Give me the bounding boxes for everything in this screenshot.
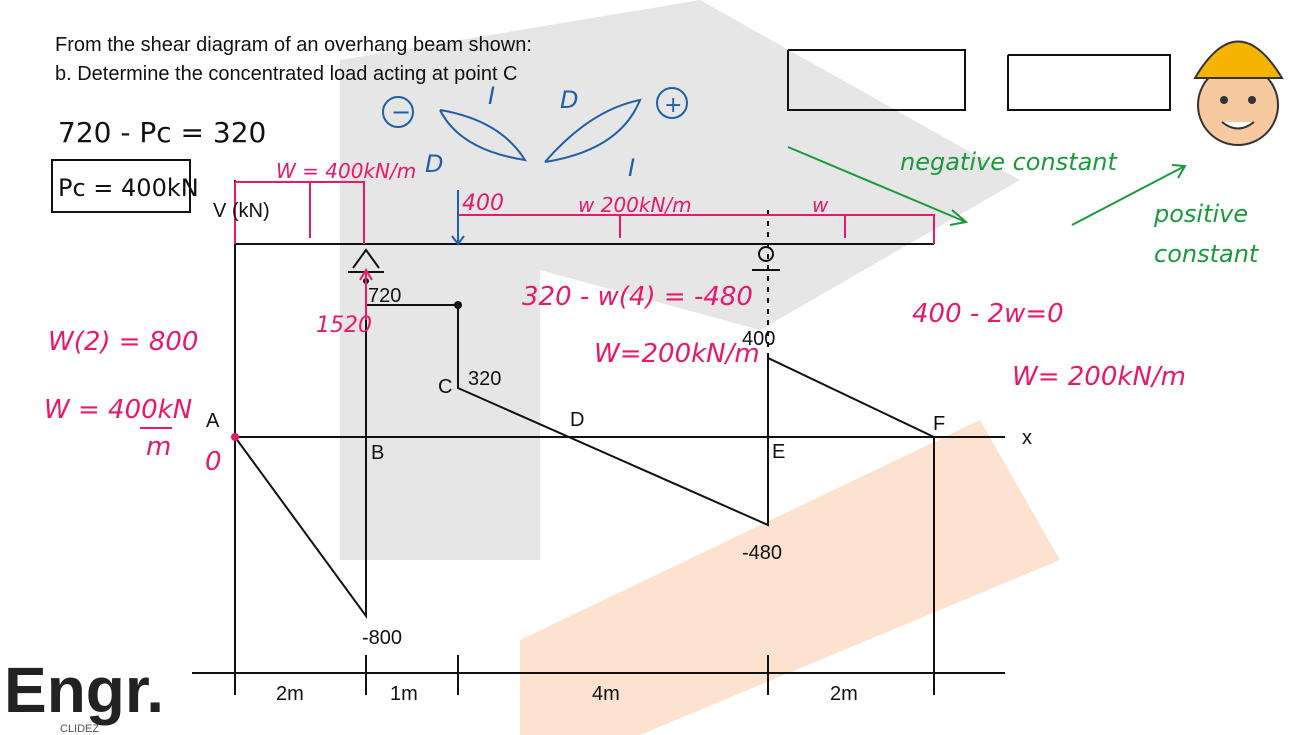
span-label: 4m [592,683,620,705]
axis-label: V (kN) [213,200,270,222]
value-label: -800 [362,627,402,649]
sketch [382,87,688,246]
watermark-accent [520,420,1060,735]
note: I [628,154,635,182]
note: W = 400kN [44,395,192,425]
span-label: 2m [276,683,304,705]
note: 1520 [316,313,372,338]
value-label: 720 [368,285,401,307]
arrows [787,146,1187,226]
value-label: 400 [742,328,775,350]
note: positive [1153,200,1248,228]
note: 400 - 2w=0 [912,299,1064,329]
value-label: -480 [742,542,782,564]
note: constant [1154,240,1260,268]
note: 0 [205,447,222,477]
note: − [391,98,411,126]
point-label: F [933,413,945,435]
beam [192,180,1005,695]
value-label: 320 [468,368,501,390]
logo: Engr. [4,654,164,726]
watermark [340,0,1020,560]
note: W= 200kN/m [1012,362,1186,392]
note: D [560,86,578,114]
note: 720 - Pc = 320 [58,116,266,149]
boxes [51,49,1171,213]
note: + [664,93,682,118]
span-label: 1m [390,683,418,705]
point-label: B [371,442,384,464]
span-label: 2m [830,683,858,705]
title-line: b. Determine the concentrated load actin… [55,63,518,85]
x-label: x [1022,427,1032,449]
note: Pc = 400kN [58,174,199,202]
note: W = 400kN/m [276,159,416,183]
note: 400 [462,191,504,216]
point-a [231,433,239,441]
point-label: D [570,409,584,431]
note: negative constant [900,148,1119,176]
mascot [1193,40,1284,146]
logo-sub: CLIDEZ [60,723,99,735]
note: w 200kN/m [578,193,692,217]
note: W=200kN/m [594,339,760,369]
note: D [425,150,443,178]
note: m [146,432,171,462]
point-label: E [772,441,785,463]
point-label: C [438,376,452,398]
point-label: A [206,410,220,432]
title-line: From the shear diagram of an overhang be… [55,34,532,56]
dot [454,301,462,309]
note: W(2) = 800 [48,327,198,357]
note: w [812,193,829,217]
note: I [488,82,495,110]
note: 320 - w(4) = -480 [522,282,753,312]
